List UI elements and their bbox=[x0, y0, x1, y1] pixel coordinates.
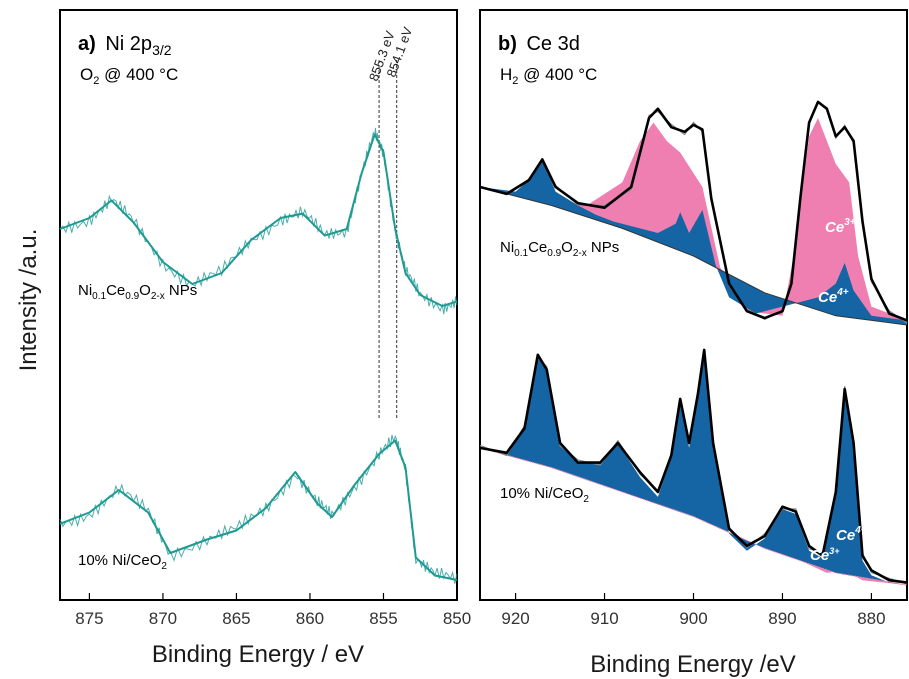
panel-a-ticks: 875 870 865 860 855 850 bbox=[75, 593, 471, 628]
panel-b-tick-label: 910 bbox=[590, 609, 618, 628]
ce4-label-bottom: Ce4+ bbox=[836, 525, 867, 544]
panel-b-component-fills bbox=[479, 100, 908, 586]
panel-a-series-label-nps: Ni0.1Ce0.9O2-x NPs bbox=[78, 282, 197, 302]
envelope-fit bbox=[479, 100, 908, 322]
panel-b-x-axis-label: Binding Energy /eV bbox=[590, 651, 795, 678]
panel-a-tick-label: 875 bbox=[75, 609, 103, 628]
panel-a-title: a) Ni 2p3/2 bbox=[78, 33, 172, 58]
ce3-label-top: Ce3+ bbox=[825, 217, 856, 236]
envelope-fit bbox=[479, 348, 908, 584]
background-baseline bbox=[479, 447, 908, 586]
ce3-component-area bbox=[480, 118, 907, 325]
ce3-label-bottom: Ce3+ bbox=[810, 546, 840, 564]
background-baseline bbox=[479, 186, 908, 326]
panel-b-tick-label: 890 bbox=[768, 609, 796, 628]
panel-a-tick-label: 855 bbox=[369, 609, 397, 628]
y-axis-label: Intensity /a.u. bbox=[15, 229, 42, 372]
panel-a-tick-label: 870 bbox=[149, 609, 177, 628]
panel-ce-3d: 920 910 900 890 880 b) Ce 3d H2 @ 400 °C Ni0… bbox=[479, 9, 908, 678]
ce4-component-area bbox=[480, 352, 907, 586]
panel-a-tick-label: 860 bbox=[296, 609, 324, 628]
panel-b-series-label-nps: Ni0.1Ce0.9O2-x NPs bbox=[500, 239, 619, 259]
panel-b-series-label-ceo2: 10% Ni/CeO2 bbox=[500, 485, 589, 505]
panel-b-tick-label: 900 bbox=[679, 609, 707, 628]
ce4-component-area bbox=[480, 159, 907, 325]
panel-a-condition: O2 @ 400 °C bbox=[80, 65, 178, 87]
fit-spectrum bbox=[59, 133, 458, 307]
panel-a-x-axis-label: Binding Energy / eV bbox=[152, 641, 364, 668]
panel-b-tick-label: 880 bbox=[857, 609, 885, 628]
panel-b-condition: H2 @ 400 °C bbox=[500, 65, 597, 87]
panel-a-tick-label: 850 bbox=[443, 609, 471, 628]
panel-a-tick-label: 865 bbox=[222, 609, 250, 628]
fit-spectrum bbox=[59, 439, 458, 581]
ce4-label-top: Ce4+ bbox=[818, 287, 849, 306]
panel-b-tick-label: 920 bbox=[501, 609, 529, 628]
panel-b-ticks: 920 910 900 890 880 bbox=[501, 593, 886, 628]
panel-a-series-label-ceo2: 10% Ni/CeO2 bbox=[78, 552, 167, 572]
panel-a-spectra bbox=[59, 127, 458, 584]
panel-b-title: b) Ce 3d bbox=[498, 33, 580, 55]
